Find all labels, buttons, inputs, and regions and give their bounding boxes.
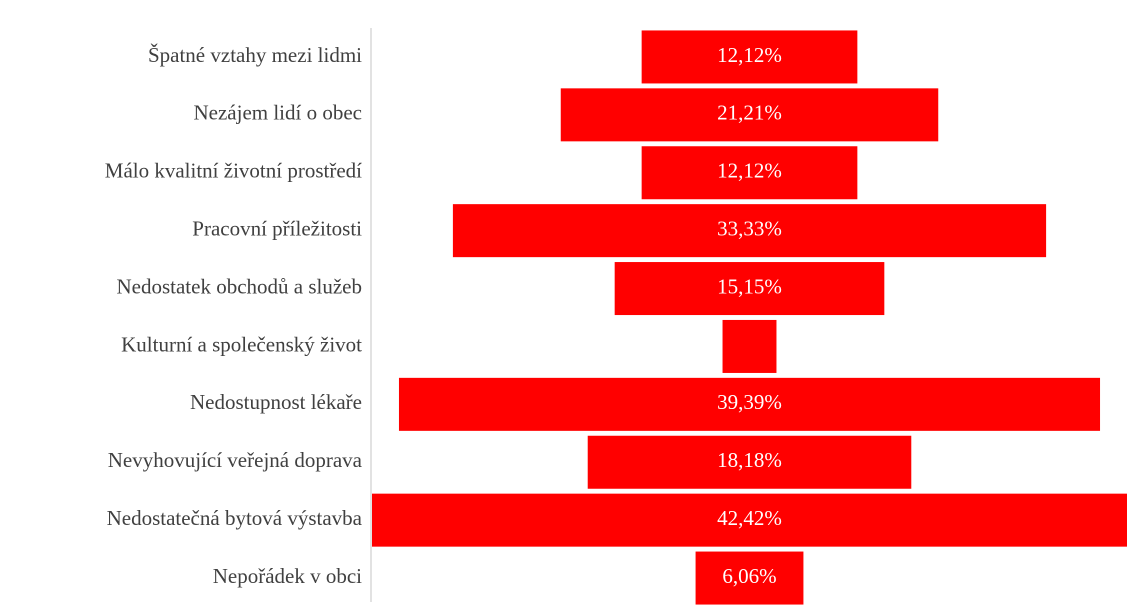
value-label: 12,12% (717, 159, 782, 183)
bar (452, 204, 1047, 258)
value-label: 42,42% (717, 506, 782, 530)
bar (641, 30, 858, 84)
value-label: 12,12% (717, 43, 782, 67)
value-label: 21,21% (717, 101, 782, 125)
value-label: 33,33% (717, 216, 782, 240)
value-label: 18,18% (717, 448, 782, 472)
category-label: Nedostupnost lékaře (190, 390, 362, 414)
bar (722, 319, 777, 373)
category-label: Málo kvalitní životní prostředí (105, 159, 362, 183)
value-label: 6,06% (722, 564, 776, 588)
bar (560, 88, 939, 142)
bar (614, 262, 885, 316)
bar (398, 377, 1101, 431)
category-label: Kulturní a společenský život (121, 332, 362, 356)
bar (587, 435, 912, 489)
category-label: Pracovní příležitosti (192, 216, 362, 240)
bar (372, 493, 1127, 547)
value-label: 15,15% (717, 274, 782, 298)
category-label: Nepořádek v obci (213, 564, 362, 588)
category-label: Nevyhovující veřejná doprava (108, 448, 363, 472)
bar (641, 146, 858, 200)
category-label: Nedostatek obchodů a služeb (116, 274, 362, 298)
category-label: Nedostatečná bytová výstavba (107, 506, 363, 530)
category-label: Špatné vztahy mezi lidmi (148, 43, 362, 67)
category-label: Nezájem lidí o obec (193, 101, 362, 125)
bar (695, 551, 804, 605)
value-label: 39,39% (717, 390, 782, 414)
